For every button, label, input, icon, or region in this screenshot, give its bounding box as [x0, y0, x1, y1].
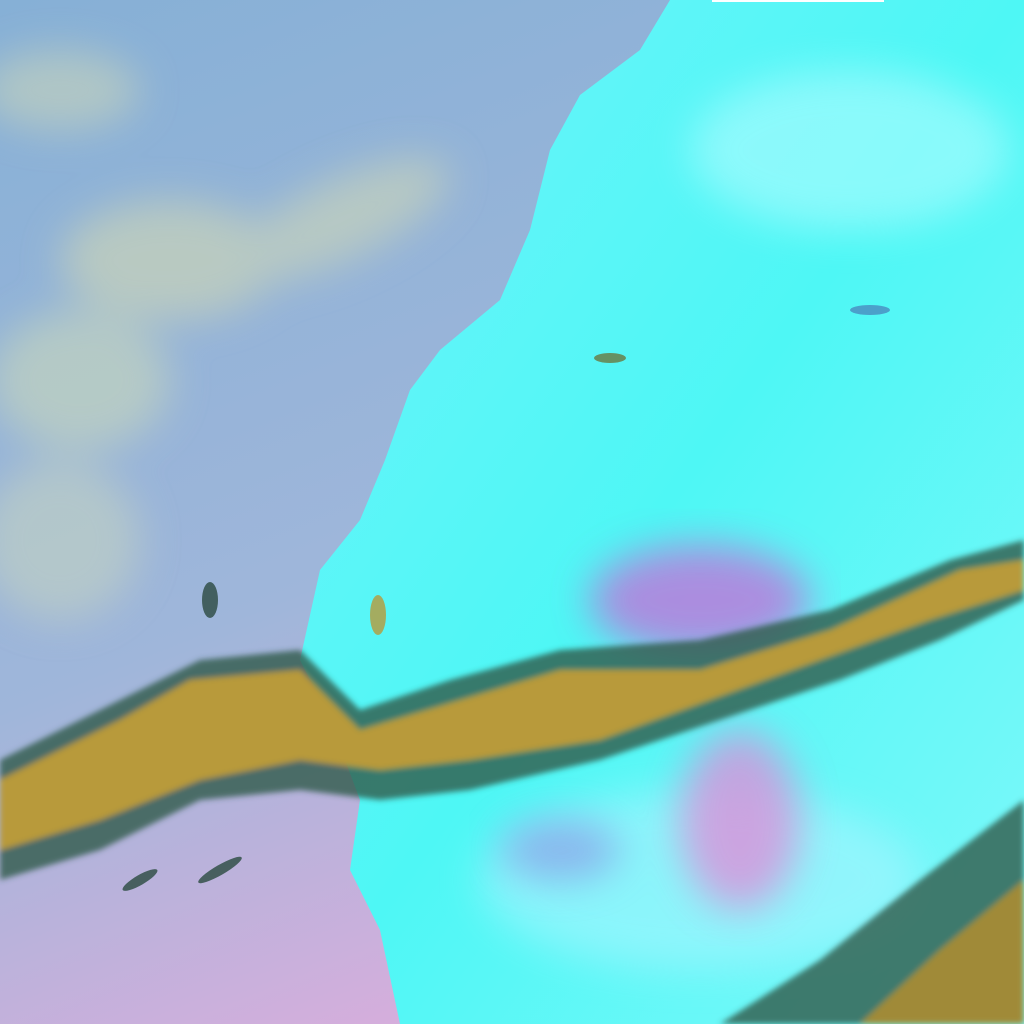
- top-edge-strip: [712, 0, 884, 2]
- cloud-band-main: [0, 540, 1024, 880]
- cloud-band-southeast: [720, 800, 1024, 1024]
- ocean-swirls: [0, 50, 451, 620]
- cloud-fragments: [122, 305, 890, 891]
